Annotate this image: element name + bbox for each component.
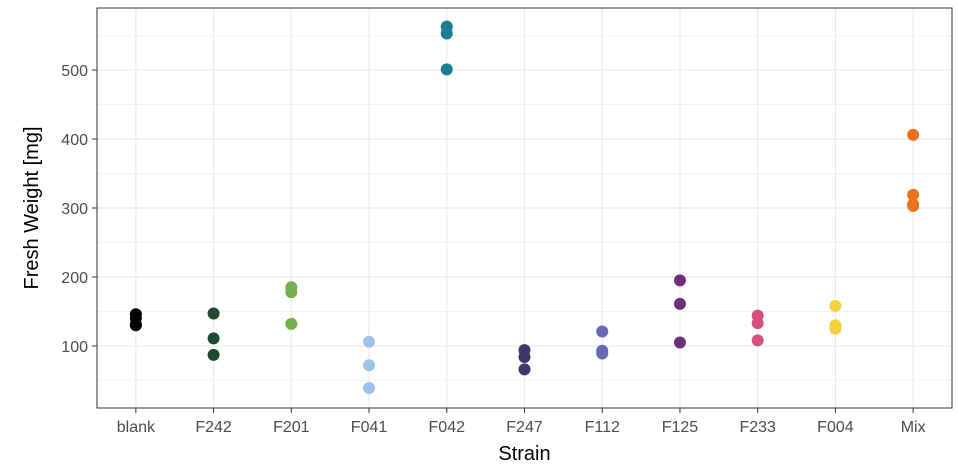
data-point [907,128,920,141]
y-tick-label: 500 [61,63,88,80]
data-point [363,382,376,394]
data-point [673,336,686,349]
data-point [440,63,453,76]
data-point [751,334,764,347]
x-tick-label: F233 [739,419,776,436]
y-tick-label: 400 [61,132,88,149]
data-point [829,322,842,335]
data-point [363,335,376,348]
x-tick-label: F112 [585,419,620,436]
data-point [829,299,842,312]
data-point [673,297,686,310]
data-point [518,363,531,376]
data-point [596,347,609,360]
x-tick-label: blank [117,419,156,436]
data-point [207,307,220,320]
x-tick-label: F201 [273,419,310,436]
data-point [907,199,920,212]
y-tick-label: 300 [61,201,88,218]
data-point [129,319,142,332]
x-axis: blank F242 F201 F041 F042 F247 F112 F125 F233 F00… [117,408,926,436]
data-point [673,274,686,287]
y-tick-label: 200 [61,270,88,287]
y-tick-label: 100 [61,339,88,356]
data-point [207,332,220,345]
data-point [285,317,298,330]
data-point [207,348,220,361]
data-point [596,325,609,338]
y-axis-title: Fresh Weight [mg] [21,126,43,289]
data-point [363,359,376,372]
data-point [907,188,920,201]
data-point [518,350,531,363]
x-tick-label: Mix [901,419,926,436]
x-tick-label: F247 [506,419,543,436]
x-tick-label: F125 [662,419,699,436]
y-axis: 100 200 300 400 500 [61,63,97,356]
x-tick-label: F004 [817,419,854,436]
x-tick-label: F042 [429,419,466,436]
data-point [751,317,764,330]
x-tick-label: F242 [195,419,232,436]
data-points [129,20,920,394]
data-point [285,286,298,299]
data-point [440,27,453,40]
x-tick-label: F041 [351,419,388,436]
x-axis-title: Strain [498,443,550,465]
